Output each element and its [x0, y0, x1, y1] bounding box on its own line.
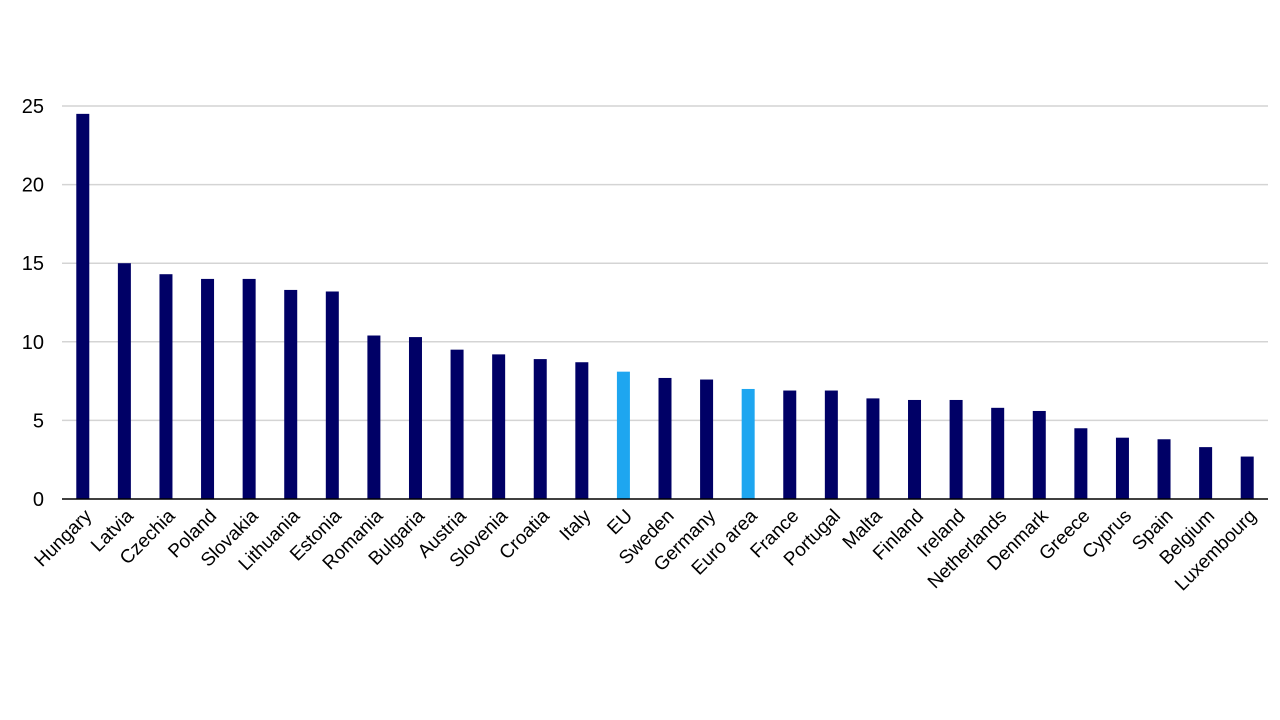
bar-cyprus — [1115, 437, 1129, 499]
bar-malta — [866, 398, 880, 499]
x-category-label: EU — [603, 506, 637, 540]
bar-austria — [450, 349, 464, 499]
bar-finland — [908, 399, 922, 499]
x-category-label: Hungary — [31, 505, 97, 571]
bar-france — [783, 390, 797, 499]
bar-euro-area — [741, 388, 755, 499]
bar-estonia — [325, 291, 339, 499]
bar-romania — [367, 335, 381, 499]
y-tick-label: 10 — [22, 332, 44, 354]
bars — [76, 113, 1254, 500]
y-tick-label: 15 — [22, 253, 44, 275]
gridlines — [62, 105, 1268, 422]
bar-netherlands — [991, 407, 1005, 499]
bar-bulgaria — [408, 337, 422, 499]
bar-belgium — [1199, 447, 1213, 499]
x-axis-category-labels: HungaryLatviaCzechiaPolandSlovakiaLithua… — [31, 505, 1261, 595]
y-axis-tick-labels: 0 5 10 15 20 25 — [22, 96, 44, 511]
bar-germany — [700, 379, 714, 499]
bar-lithuania — [284, 289, 298, 499]
bar-luxembourg — [1240, 456, 1254, 499]
y-tick-label: 0 — [33, 489, 44, 511]
y-tick-label: 5 — [33, 410, 44, 432]
bar-italy — [575, 362, 589, 499]
bar-hungary — [76, 113, 90, 500]
bar-portugal — [824, 390, 838, 499]
bar-ireland — [949, 399, 963, 499]
y-tick-label: 20 — [22, 175, 44, 197]
bar-poland — [201, 278, 215, 499]
bar-sweden — [658, 377, 672, 499]
bar-eu — [616, 371, 630, 499]
y-tick-label: 25 — [22, 96, 44, 118]
bar-greece — [1074, 428, 1088, 499]
bar-czechia — [159, 274, 173, 499]
bar-croatia — [533, 359, 547, 499]
bar-spain — [1157, 439, 1171, 499]
bar-slovakia — [242, 278, 256, 499]
bar-denmark — [1032, 410, 1046, 499]
bar-slovenia — [492, 354, 506, 499]
bar-latvia — [117, 263, 131, 499]
x-category-label: Italy — [556, 505, 596, 545]
